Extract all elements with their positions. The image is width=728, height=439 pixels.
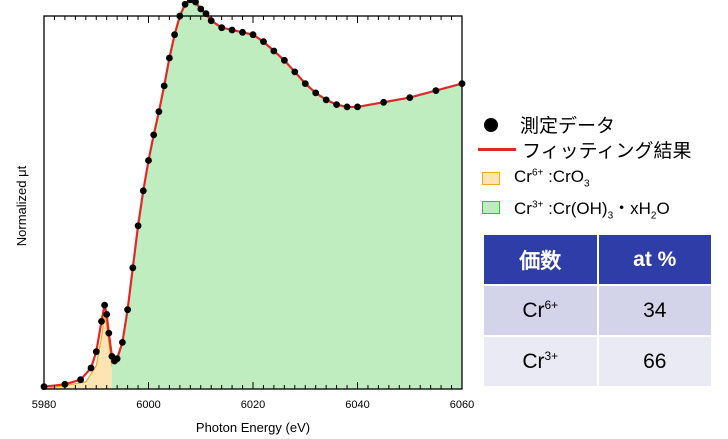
- data-point: [333, 101, 340, 108]
- legend-item-measured: 測定データ: [478, 111, 615, 138]
- data-point: [197, 5, 205, 13]
- measured-points: [40, 0, 466, 391]
- data-point: [432, 87, 440, 94]
- row-label-cr6: Cr6+: [482, 284, 599, 337]
- table-row: Cr6+ 34: [482, 284, 713, 337]
- table-row: Cr3+ 66: [482, 335, 713, 388]
- data-point: [150, 131, 158, 139]
- data-point: [124, 306, 131, 314]
- data-point: [171, 31, 179, 39]
- data-point: [61, 380, 69, 388]
- axis-ticks: 5980 6000 6020 6040 6060: [32, 16, 474, 411]
- data-point: [77, 376, 84, 384]
- component-areas: [43, 0, 463, 390]
- data-point: [239, 28, 246, 36]
- data-point: [103, 311, 111, 318]
- data-point: [113, 355, 121, 363]
- legend-label-cr3: Cr3+ :Cr(OH)3・xH2O: [514, 199, 670, 222]
- data-point: [134, 222, 142, 230]
- legend-item-fit: フィッティング結果: [478, 136, 691, 163]
- green-box-icon: [482, 201, 500, 215]
- table-header-row: 価数 at %: [482, 233, 713, 286]
- data-point: [181, 0, 189, 8]
- orange-box-icon: [482, 171, 500, 185]
- legend-label-measured: 測定データ: [520, 116, 616, 137]
- data-point: [207, 17, 215, 25]
- legend-item-cr6: Cr6+ :CrO3: [478, 167, 590, 189]
- dot-marker-icon: [484, 117, 498, 132]
- x-tick-label: 5980: [32, 399, 56, 411]
- row-value-cr6: 34: [596, 284, 713, 337]
- data-point: [291, 68, 299, 76]
- data-point: [260, 38, 267, 45]
- data-point: [98, 318, 105, 325]
- data-point: [249, 31, 257, 39]
- data-point: [380, 98, 387, 106]
- header-at-percent: at %: [596, 233, 713, 286]
- data-point: [270, 47, 278, 55]
- x-axis-label: Photon Energy (eV): [196, 420, 310, 435]
- legend-label-cr6: Cr6+ :CrO3: [514, 167, 590, 190]
- data-point: [343, 103, 351, 111]
- data-point: [218, 24, 226, 32]
- data-point: [145, 157, 152, 164]
- area-fill-3: [111, 0, 462, 389]
- data-point: [87, 364, 95, 372]
- data-point: [160, 82, 168, 90]
- data-point: [101, 301, 108, 309]
- data-point: [105, 329, 113, 337]
- data-point: [129, 264, 137, 272]
- data-point: [119, 339, 126, 346]
- row-label-cr3: Cr3+: [482, 335, 599, 388]
- data-point: [281, 56, 288, 64]
- data-point: [186, 0, 194, 4]
- row-value-cr3: 66: [596, 335, 713, 388]
- data-point: [155, 108, 163, 115]
- data-point: [92, 348, 100, 356]
- valence-table: 価数 at % Cr6+ 34 Cr3+ 66: [482, 233, 713, 388]
- legend-item-cr3: Cr3+ :Cr(OH)3・xH2O: [478, 194, 670, 221]
- data-point: [166, 54, 173, 62]
- data-point: [354, 103, 361, 111]
- x-tick-label: 6000: [136, 399, 160, 411]
- data-point: [139, 187, 147, 195]
- data-point: [192, 0, 199, 6]
- x-tick-label: 6020: [241, 399, 265, 411]
- header-valence: 価数: [482, 233, 599, 286]
- data-point: [228, 26, 236, 34]
- data-point: [322, 96, 330, 104]
- y-axis-label: Normalized μt: [14, 165, 29, 246]
- data-point: [406, 94, 414, 101]
- red-line-icon: [478, 148, 516, 151]
- data-point: [301, 80, 309, 87]
- data-point: [312, 89, 320, 97]
- legend-label-fit: フィッティング結果: [522, 141, 692, 162]
- x-tick-label: 6040: [345, 399, 369, 411]
- x-tick-label: 6060: [450, 399, 474, 411]
